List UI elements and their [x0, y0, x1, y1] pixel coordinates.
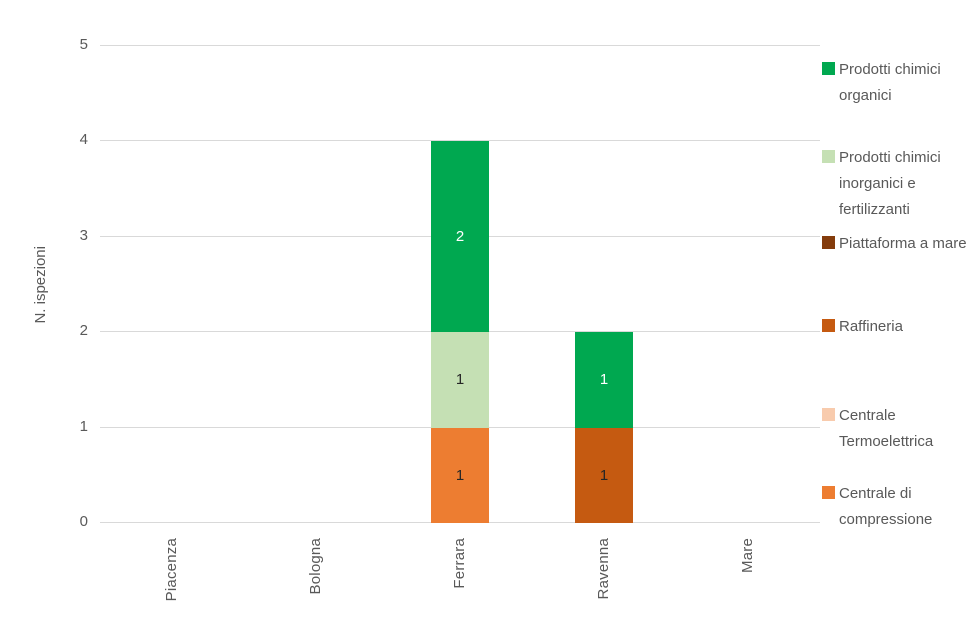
- bar-segment-label: 1: [455, 371, 465, 389]
- bar-segment: 2: [431, 141, 489, 333]
- legend-item: Centrale di compressione: [822, 481, 974, 533]
- legend-label: Raffineria: [839, 318, 903, 335]
- x-axis-label: Ferrara: [451, 538, 468, 589]
- y-tick-label: 2: [79, 322, 88, 340]
- y-tick-label: 3: [79, 226, 88, 244]
- y-axis-title: N. ispezioni: [31, 245, 49, 324]
- y-axis-title-wrap: N. ispezioni: [30, 46, 50, 523]
- legend-label: Prodotti chimici organici: [839, 61, 941, 104]
- legend-item: Prodotti chimici organici: [822, 57, 974, 109]
- legend-swatch-icon: [822, 236, 835, 249]
- legend-swatch-icon: [822, 486, 835, 499]
- legend-item: Centrale Termoelettrica: [822, 403, 974, 455]
- y-tick-label: 5: [79, 36, 88, 53]
- bar-segment-label: 1: [599, 466, 609, 484]
- legend-label: Prodotti chimici inorganici e fertilizza…: [839, 149, 941, 218]
- bar-segment: 1: [575, 332, 633, 428]
- bar-segment-label: 1: [455, 466, 465, 484]
- legend-label: Piattaforma a mare: [839, 235, 967, 252]
- legend-label: Centrale di compressione: [839, 485, 933, 528]
- legend-item: Piattaforma a mare: [822, 231, 974, 257]
- y-tick-label: 4: [79, 131, 88, 149]
- x-axis-label: Mare: [739, 538, 756, 573]
- legend-item: Raffineria: [822, 314, 974, 340]
- legend-label: Centrale Termoelettrica: [839, 407, 934, 450]
- legend-swatch-icon: [822, 319, 835, 332]
- bar-segment-label: 2: [455, 228, 465, 246]
- legend-swatch-icon: [822, 150, 835, 163]
- x-axis-label: Ravenna: [595, 538, 612, 600]
- bar-segment: 1: [431, 332, 489, 428]
- gridline: [100, 140, 820, 142]
- x-axis-label: Piacenza: [163, 538, 180, 602]
- bar-segment: 1: [431, 427, 489, 523]
- bar-segment: 1: [575, 427, 633, 523]
- y-tick-label: 0: [79, 513, 88, 530]
- legend-item: Prodotti chimici inorganici e fertilizza…: [822, 145, 974, 223]
- legend-swatch-icon: [822, 62, 835, 75]
- y-tick-label: 1: [79, 417, 88, 435]
- x-axis-label: Bologna: [307, 538, 324, 595]
- bar-segment-label: 1: [599, 371, 609, 389]
- legend-swatch-icon: [822, 408, 835, 421]
- gridline: [100, 45, 820, 46]
